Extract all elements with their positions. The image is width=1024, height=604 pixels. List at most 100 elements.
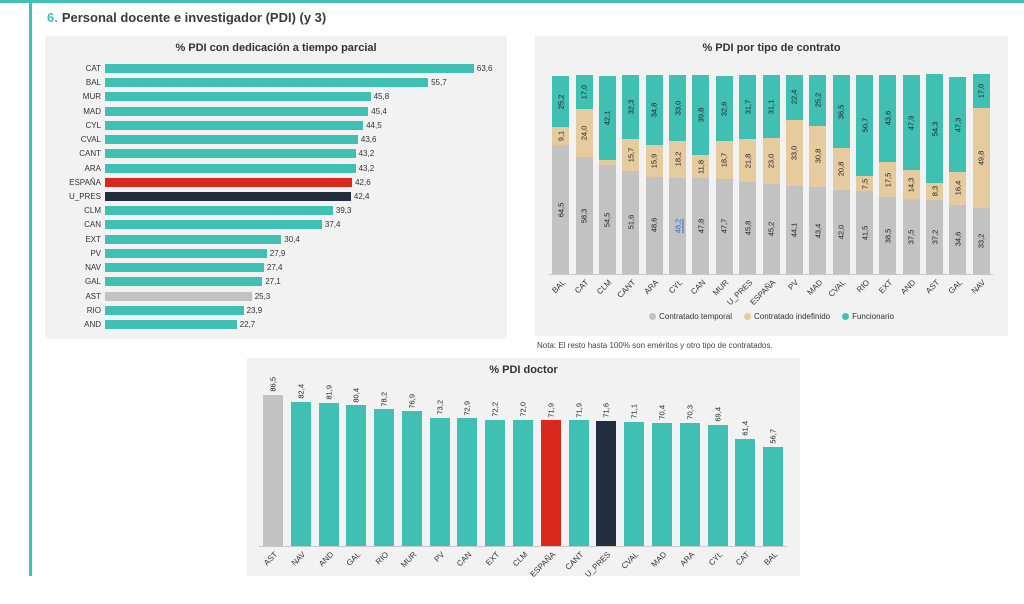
legend-dot-icon xyxy=(842,313,850,320)
bar xyxy=(290,401,311,546)
segment-value-label: 45,2 xyxy=(766,221,776,237)
segment-value-label: 47,7 xyxy=(719,218,729,234)
value-label: 71,6 xyxy=(601,403,611,418)
segment-value-label: 58,3 xyxy=(579,208,589,224)
segment-value-label: 45,8 xyxy=(743,220,753,236)
segment-teal: 17,0 xyxy=(575,75,593,110)
bar xyxy=(105,234,282,244)
segment-value-label: 24,0 xyxy=(579,126,589,141)
bar-row-cval: CVAL 43,6 xyxy=(53,133,501,146)
segment-teal: 22,4 xyxy=(785,75,803,120)
plot-area: 86,5 82,4 81,9 80,4 78,2 76,9 73,2 72,9 72,2 72,0… xyxy=(259,377,787,547)
segment-tan: 33,0 xyxy=(785,119,803,186)
value-label: 70,3 xyxy=(685,405,695,420)
page-left-border xyxy=(29,0,32,576)
value-label: 27,4 xyxy=(266,263,283,273)
segment-gray: 43,4 xyxy=(809,187,827,274)
bar xyxy=(374,409,395,546)
section-number: 6. xyxy=(47,10,58,25)
segment-value-label: 8,3 xyxy=(930,186,940,197)
category-label: ESPAÑA xyxy=(69,177,101,187)
bar xyxy=(105,277,263,287)
segment-value-label: 48,6 xyxy=(649,218,659,233)
x-axis-label: CLM xyxy=(511,550,530,569)
bar-row-mur: MUR 45,8 xyxy=(53,90,501,103)
bar xyxy=(105,106,369,116)
legend-label: Contratado indefinido xyxy=(754,312,831,321)
segment-gray: 38,5 xyxy=(879,197,897,274)
category-label: RIO xyxy=(86,305,101,315)
segment-value-label: 20,8 xyxy=(836,161,846,177)
value-label: 72,9 xyxy=(462,400,472,416)
value-label: 73,2 xyxy=(435,400,445,415)
segment-gray: 44,1 xyxy=(785,185,803,274)
chart-panel-pdi-doctor: % PDI doctor 86,5 82,4 81,9 80,4 78,2 76,9 73,… xyxy=(247,358,800,579)
legend-item-contratado-temporal: Contratado temporal xyxy=(649,312,732,321)
category-label: MAD xyxy=(83,106,101,116)
x-axis-label: ARA xyxy=(678,550,697,568)
chart-title: % PDI por tipo de contrato xyxy=(702,42,841,54)
segment-value-label: 33,0 xyxy=(789,145,799,161)
segment-value-label: 18,2 xyxy=(673,152,682,167)
x-axis-label: NAV xyxy=(289,550,308,568)
segment-tan: 16,4 xyxy=(949,172,967,205)
value-label: 43,2 xyxy=(358,163,375,173)
segment-tan: 8,3 xyxy=(926,183,944,200)
segment-value-label: 11,8 xyxy=(696,159,706,174)
value-label: 71,9 xyxy=(574,402,584,418)
x-axis-label: CANT xyxy=(563,550,585,572)
x-axis-label: CYL xyxy=(706,550,724,568)
segment-value-label: 54,5 xyxy=(602,212,612,227)
segment-gray: 47,8 xyxy=(692,178,710,274)
segment-value-label: 34,6 xyxy=(953,232,963,247)
x-axis-label: RIO xyxy=(374,550,391,567)
segment-teal: 32,6 xyxy=(715,76,733,142)
value-label: 43,2 xyxy=(358,149,375,159)
bar xyxy=(346,405,367,546)
bar xyxy=(318,402,339,546)
segment-value-label: 17,0 xyxy=(579,85,589,100)
segment-tan: 18,7 xyxy=(715,141,733,179)
legend-dot-icon xyxy=(744,313,752,320)
bar-row-gal: GAL 27,1 xyxy=(53,275,501,288)
stacked-bar-ara: 48,6 15,9 34,8 xyxy=(645,75,663,274)
bar-row-can: CAN 37,4 xyxy=(53,218,501,231)
segment-value-label: 47,9 xyxy=(906,115,916,130)
segment-value-label: 14,3 xyxy=(906,177,916,193)
value-label: 61,4 xyxy=(740,420,750,436)
segment-value-label: 32,3 xyxy=(626,99,636,115)
segment-value-label: 42,0 xyxy=(836,224,846,240)
bar xyxy=(105,319,237,329)
segment-value-label: 33,0 xyxy=(673,100,682,116)
segment-value-label: 18,7 xyxy=(719,152,729,168)
segment-gray: 33,2 xyxy=(972,207,990,274)
segment-teal: 50,7 xyxy=(856,74,873,176)
value-label: 42,6 xyxy=(355,177,371,187)
legend-dot-icon xyxy=(649,313,657,320)
segment-gray: 37,5 xyxy=(902,199,920,274)
segment-value-label: 15,7 xyxy=(626,147,636,163)
segment-gray: 54,5 xyxy=(598,165,616,274)
bar xyxy=(105,263,264,273)
category-label: GAL xyxy=(84,277,101,287)
segment-value-label: 32,6 xyxy=(719,101,729,116)
bar-row-ara: ARA 43,2 xyxy=(53,162,501,175)
stacked-bar-ext: 38,5 17,5 43,6 xyxy=(879,74,897,274)
segment-tan: 7,5 xyxy=(856,176,873,191)
value-label: 56,7 xyxy=(768,429,778,444)
x-axis-label: EXT xyxy=(484,550,502,568)
bar xyxy=(105,220,322,230)
stacked-bar-u_pres: 45,8 21,8 31,7 xyxy=(739,75,757,274)
segment-value-label: 43,6 xyxy=(883,111,893,126)
category-label: EXT xyxy=(85,234,101,244)
bar-row-ast: AST 25,3 xyxy=(53,290,501,303)
value-label: 71,1 xyxy=(629,404,639,419)
bar-row-bal: BAL 55,7 xyxy=(53,76,501,89)
segment-gray: 34,6 xyxy=(949,204,967,274)
value-label: 78,2 xyxy=(379,391,389,407)
segment-gray: 42,0 xyxy=(832,190,850,274)
segment-value-label: 7,5 xyxy=(860,178,869,189)
segment-value-label: 34,8 xyxy=(649,102,659,118)
bar xyxy=(105,291,252,301)
segment-teal: 47,9 xyxy=(902,74,920,171)
